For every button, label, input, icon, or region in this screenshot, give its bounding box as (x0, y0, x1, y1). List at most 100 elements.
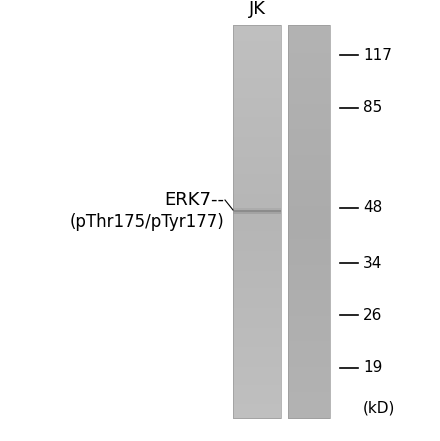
Bar (288, 170, 330, 173)
Bar (233, 213, 281, 216)
Bar (288, 271, 330, 273)
Bar (288, 229, 330, 232)
Bar (233, 408, 281, 411)
Bar (233, 396, 281, 399)
Bar (288, 336, 330, 338)
Bar (288, 196, 330, 198)
Bar (288, 56, 330, 59)
Bar (233, 414, 281, 417)
Bar (233, 64, 281, 67)
Bar (233, 369, 281, 371)
Bar (233, 416, 281, 419)
Bar (288, 385, 330, 387)
Bar (233, 239, 281, 242)
Bar (288, 228, 330, 230)
Bar (233, 332, 281, 334)
Bar (288, 314, 330, 316)
Bar (233, 159, 281, 161)
Bar (288, 45, 330, 47)
Bar (288, 192, 330, 194)
Bar (288, 322, 330, 324)
Bar (233, 336, 281, 338)
Bar (233, 56, 281, 59)
Bar (233, 92, 281, 94)
Bar (233, 228, 281, 230)
Bar (288, 375, 330, 377)
Bar (288, 100, 330, 102)
Bar (233, 349, 281, 351)
Bar (288, 306, 330, 308)
Text: 48: 48 (363, 201, 382, 216)
Bar (233, 35, 281, 37)
Bar (233, 333, 281, 336)
Bar (233, 117, 281, 120)
Bar (233, 373, 281, 375)
Bar (288, 237, 330, 240)
Bar (288, 90, 330, 92)
Bar (233, 383, 281, 385)
Bar (233, 353, 281, 355)
Bar (288, 163, 330, 165)
Bar (233, 363, 281, 366)
Bar (233, 176, 281, 179)
Bar (288, 408, 330, 411)
Bar (288, 269, 330, 271)
Bar (233, 247, 281, 250)
Bar (288, 149, 330, 151)
Bar (288, 400, 330, 403)
Bar (233, 412, 281, 415)
Bar (233, 210, 281, 212)
Bar (288, 284, 330, 287)
Bar (233, 100, 281, 102)
Bar (233, 245, 281, 247)
Bar (288, 235, 330, 238)
Bar (288, 129, 330, 131)
Bar (233, 121, 281, 124)
Bar (233, 379, 281, 381)
Bar (288, 43, 330, 45)
Bar (233, 255, 281, 258)
Bar (233, 192, 281, 194)
Bar (233, 180, 281, 183)
Bar (288, 109, 330, 112)
Bar (233, 143, 281, 146)
Bar (233, 25, 281, 418)
Bar (233, 304, 281, 306)
Bar (233, 131, 281, 134)
Bar (233, 275, 281, 277)
Bar (288, 340, 330, 342)
Text: 117: 117 (363, 48, 392, 63)
Bar (233, 157, 281, 159)
Bar (233, 308, 281, 310)
Bar (288, 371, 330, 373)
Bar (288, 55, 330, 57)
Bar (288, 363, 330, 366)
Bar (288, 389, 330, 391)
Bar (288, 220, 330, 222)
Bar (233, 70, 281, 73)
Bar (233, 188, 281, 191)
Bar (233, 325, 281, 328)
Bar (233, 109, 281, 112)
Bar (288, 94, 330, 96)
Bar (233, 58, 281, 61)
Bar (288, 277, 330, 279)
Bar (288, 210, 330, 212)
Bar (233, 329, 281, 332)
Text: JK: JK (249, 0, 265, 18)
Bar (233, 410, 281, 413)
Bar (233, 170, 281, 173)
Bar (233, 47, 281, 49)
Bar (288, 190, 330, 193)
Bar (288, 133, 330, 135)
Bar (288, 188, 330, 191)
Bar (288, 310, 330, 312)
Bar (288, 127, 330, 130)
Bar (288, 349, 330, 351)
Text: ERK7--: ERK7-- (164, 191, 224, 209)
Bar (233, 161, 281, 163)
Bar (288, 398, 330, 401)
Bar (233, 406, 281, 409)
Bar (233, 88, 281, 90)
Bar (288, 151, 330, 153)
